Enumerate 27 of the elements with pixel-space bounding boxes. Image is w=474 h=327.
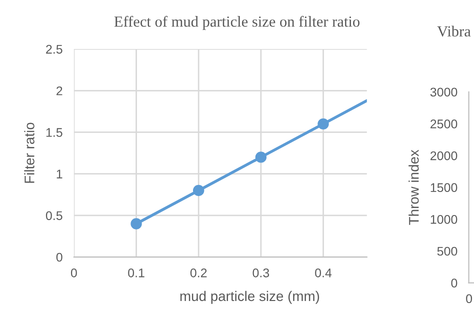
chart-title: Effect of mud particle size on filter ratio xyxy=(114,16,360,30)
chart-title: Vibra xyxy=(437,26,471,37)
x-tick-label: 0.4 xyxy=(315,268,332,278)
x-tick-label: 0.1 xyxy=(128,268,144,278)
point xyxy=(255,152,267,163)
y-tick-label: 2.5 xyxy=(46,44,62,54)
y-axis-title: Filter ratio xyxy=(24,122,34,183)
y-tick-label: 2000 xyxy=(430,151,458,160)
x-tick-label: 0.2 xyxy=(190,268,207,278)
y-tick-label: 1 xyxy=(56,170,62,178)
y-tick-label: 2 xyxy=(56,86,62,96)
point xyxy=(130,218,142,230)
y-tick-label: 1500 xyxy=(430,183,458,192)
point xyxy=(192,184,204,196)
y-tick-label: 0 xyxy=(56,252,62,262)
x-axis-title: mud particle size (mm) xyxy=(180,290,320,304)
point xyxy=(318,118,329,130)
x-tick-label: 0.3 xyxy=(252,268,270,278)
y-tick-label: 1.5 xyxy=(46,128,62,137)
y-tick-label: 500 xyxy=(437,246,458,256)
y-tick-label: 2500 xyxy=(430,120,458,128)
y-tick-label: 0.5 xyxy=(46,211,62,220)
y-tick-label: 1000 xyxy=(430,215,458,224)
y-axis-title: Throw index xyxy=(408,150,419,225)
y-tick-label: 3000 xyxy=(430,88,458,97)
y-tick-label: 0 xyxy=(451,278,458,288)
x-tick-label: 0 xyxy=(70,268,77,278)
